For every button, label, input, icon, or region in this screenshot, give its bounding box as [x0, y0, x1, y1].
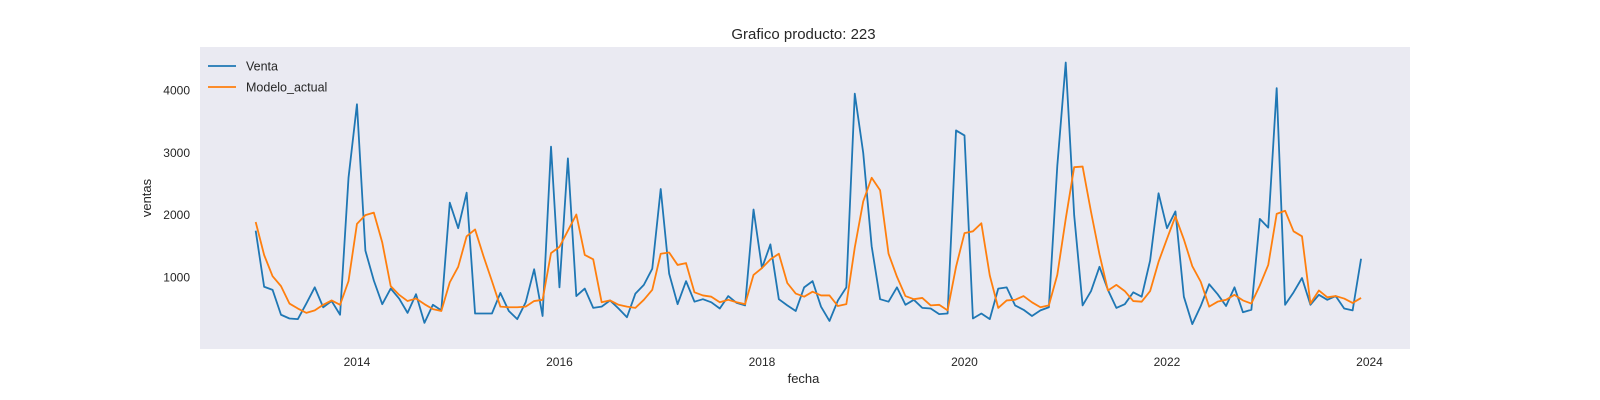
- series-line-1: [254, 165, 1362, 314]
- series-layer: [254, 61, 1362, 325]
- x-tick-label: 2024: [1356, 355, 1383, 369]
- legend: Venta Modelo_actual: [208, 60, 327, 95]
- y-tick-label: 2000: [163, 208, 190, 222]
- legend-label-0: Venta: [246, 60, 278, 74]
- series-line-0: [254, 61, 1362, 325]
- x-axis-label: fecha: [788, 371, 821, 386]
- y-tick-label: 3000: [163, 146, 190, 160]
- x-tick-label: 2016: [546, 355, 573, 369]
- x-tick-label: 2020: [951, 355, 978, 369]
- x-tick-label: 2022: [1154, 355, 1181, 369]
- plot-area: [200, 47, 1410, 349]
- chart-title: Grafico producto: 223: [731, 26, 875, 43]
- y-axis-ticks: 1000 2000 3000 4000: [163, 84, 190, 285]
- x-axis-ticks: 2014 2016 2018 2020 2022 2024: [344, 355, 1384, 369]
- y-axis-label: ventas: [139, 178, 154, 217]
- y-tick-label: 1000: [163, 270, 190, 284]
- x-tick-label: 2018: [749, 355, 776, 369]
- x-tick-label: 2014: [344, 355, 371, 369]
- y-tick-label: 4000: [163, 84, 190, 98]
- legend-label-1: Modelo_actual: [246, 81, 327, 95]
